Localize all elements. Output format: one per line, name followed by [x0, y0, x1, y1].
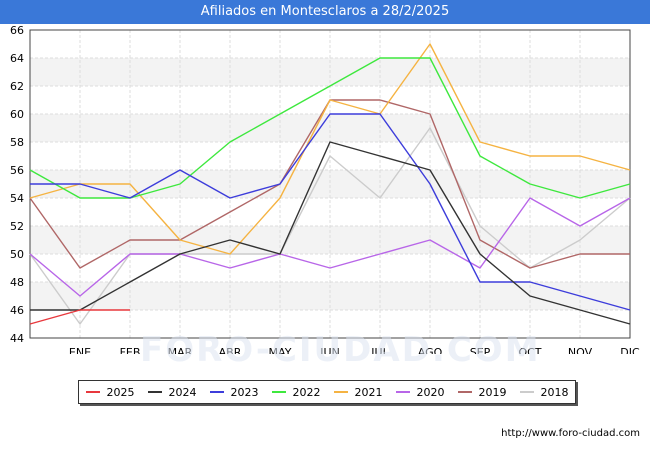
y-tick-label: 62 — [10, 80, 24, 93]
watermark: FORO-CIUDAD.COM — [140, 330, 541, 370]
legend-swatch — [457, 391, 472, 393]
legend-label: 2020 — [416, 385, 445, 399]
y-tick-label: 54 — [10, 192, 24, 205]
series-line-2023 — [30, 113, 631, 311]
legend-label: 2024 — [168, 385, 197, 399]
y-tick-label: 58 — [10, 136, 24, 149]
series-line-2020 — [29, 197, 631, 297]
series-line-2021 — [29, 43, 631, 255]
y-tick-label: 46 — [10, 304, 24, 317]
legend-swatch — [85, 391, 100, 393]
x-tick-label: AGO — [418, 346, 443, 354]
y-tick-label: 66 — [10, 24, 24, 37]
x-tick-label: ENE — [69, 346, 91, 354]
legend-swatch — [395, 391, 410, 393]
y-tick-label: 60 — [10, 108, 24, 121]
series-line-2025 — [29, 309, 130, 325]
y-tick-label: 52 — [10, 220, 24, 233]
chart-title: Afiliados en Montesclaros a 28/2/2025 — [0, 0, 650, 24]
x-tick-label: MAY — [269, 346, 292, 354]
x-tick-label: FEB — [120, 346, 141, 354]
legend-label: 2021 — [354, 385, 383, 399]
x-tick-label: MAR — [168, 346, 193, 354]
legend-item-2022: 2022 — [271, 385, 321, 399]
x-tick-label: JUN — [319, 346, 340, 354]
legend-label: 2023 — [230, 385, 259, 399]
legend-swatch — [271, 391, 286, 393]
y-tick-label: 44 — [10, 332, 24, 345]
legend-swatch — [209, 391, 224, 393]
legend-swatch — [147, 391, 162, 393]
legend-label: 2025 — [106, 385, 135, 399]
legend-item-2018: 2018 — [519, 385, 569, 399]
legend-swatch — [519, 391, 534, 393]
y-tick-label: 48 — [10, 276, 24, 289]
legend-item-2019: 2019 — [457, 385, 507, 399]
legend-label: 2019 — [478, 385, 507, 399]
legend-item-2025: 2025 — [85, 385, 135, 399]
legend-label: 2022 — [292, 385, 321, 399]
legend-item-2023: 2023 — [209, 385, 259, 399]
y-tick-label: 64 — [10, 52, 24, 65]
legend-item-2024: 2024 — [147, 385, 197, 399]
x-tick-label: ABR — [219, 346, 242, 354]
legend-item-2021: 2021 — [333, 385, 383, 399]
x-tick-label: OCT — [518, 346, 541, 354]
source-url[interactable]: http://www.foro-ciudad.com — [501, 428, 640, 439]
legend-swatch — [333, 391, 348, 393]
x-tick-label: NOV — [568, 346, 593, 354]
x-tick-label: SEP — [470, 346, 491, 354]
x-tick-label: DIC — [620, 346, 640, 354]
y-tick-label: 56 — [10, 164, 24, 177]
line-chart: 44 46 48 50 52 54 56 58 60 62 64 66 ENE FEB MAR ABR MAY J… — [10, 24, 640, 354]
series-line-2024 — [30, 141, 631, 325]
chart-legend: 2025 2024 2023 2022 2021 2020 2019 2018 — [78, 380, 576, 404]
legend-label: 2018 — [540, 385, 569, 399]
x-tick-label: JUL — [370, 346, 389, 354]
legend-item-2020: 2020 — [395, 385, 445, 399]
y-tick-label: 50 — [10, 248, 24, 261]
